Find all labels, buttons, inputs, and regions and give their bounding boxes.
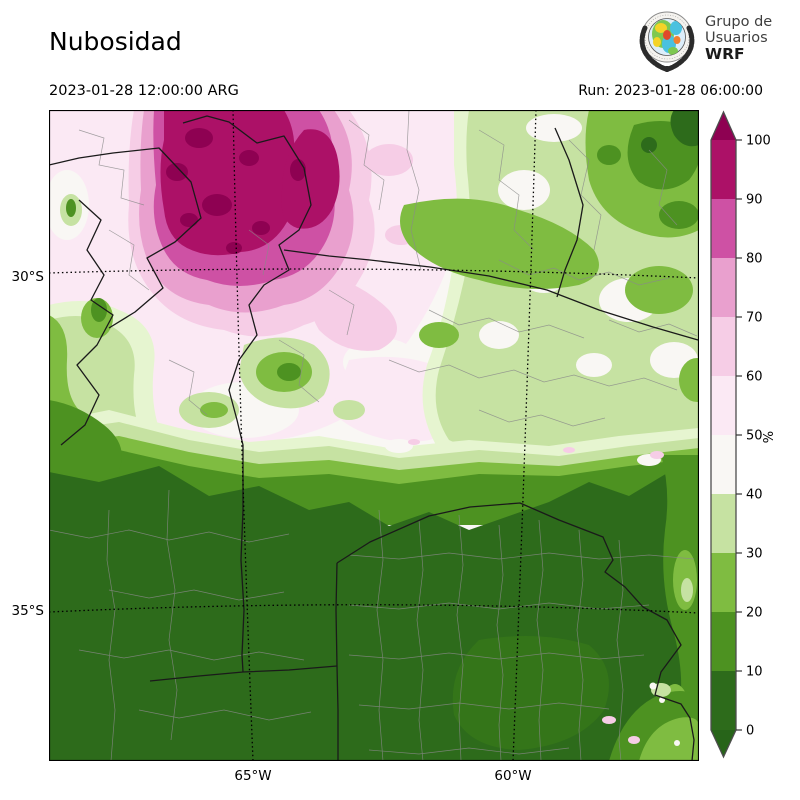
run-time-label: Run: 2023-01-28 06:00:00 — [578, 83, 763, 99]
department-borders — [49, 110, 698, 761]
lon-label-60w: 60°W — [494, 768, 532, 784]
meridian-60w — [512, 110, 537, 761]
parallel-30s — [49, 268, 699, 279]
colorbar-tick-80: 80 — [746, 252, 763, 267]
colorbar-tick-100: 100 — [746, 134, 771, 149]
colorbar-tick-10: 10 — [746, 665, 763, 680]
colorbar-tick-70: 70 — [746, 311, 763, 326]
logo-line3: WRF — [705, 45, 745, 63]
wrf-seal-icon — [639, 11, 695, 72]
page-title: Nubosidad — [49, 27, 182, 56]
colorbar-tick-0: 0 — [746, 724, 754, 739]
valid-time-label: 2023-01-28 12:00:00 ARG — [49, 83, 239, 99]
lat-label-35s: 35°S — [11, 603, 45, 619]
province-borders — [49, 115, 699, 761]
logo-line2: Usuarios — [705, 30, 768, 46]
colorbar-tick-90: 90 — [746, 193, 763, 208]
cloud-cover-map — [49, 110, 699, 761]
graticule-lines — [49, 110, 699, 761]
wrf-users-group-logo: Grupo de Usuarios WRF — [633, 4, 772, 72]
colorbar-tick-60: 60 — [746, 370, 763, 385]
colorbar-tick-30: 30 — [746, 547, 763, 562]
colorbar-unit-label: % — [762, 431, 777, 443]
colorbar-ticks — [736, 139, 742, 731]
parallel-35s — [49, 604, 699, 614]
colorbar-tick-20: 20 — [746, 606, 763, 621]
colorbar-tick-40: 40 — [746, 488, 763, 503]
meridian-65w — [232, 110, 254, 761]
logo-line1: Grupo de — [705, 14, 773, 30]
colorbar-tick-50: 50 — [746, 429, 763, 444]
lat-label-30s: 30°S — [11, 269, 45, 285]
map-frame — [49, 110, 699, 761]
colorbar: 100 90 80 70 60 50 40 30 20 10 0 % — [710, 110, 777, 759]
lon-label-65w: 65°W — [234, 768, 272, 784]
